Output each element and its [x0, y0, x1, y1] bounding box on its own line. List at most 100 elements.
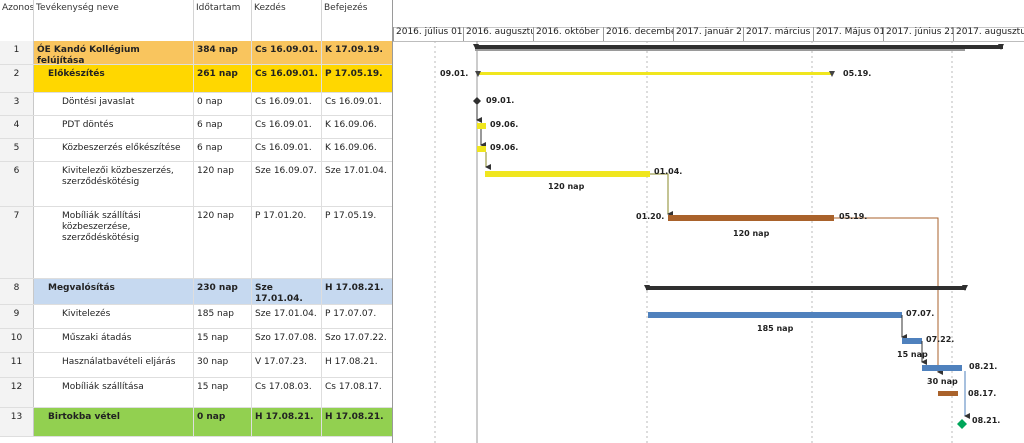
row-id: 2 [0, 65, 34, 92]
summary-bar-realization[interactable] [646, 286, 966, 290]
table-row[interactable]: 10 Műszaki átadás 15 nap Szo 17.07.08. S… [0, 329, 392, 353]
task-duration[interactable]: 261 nap [194, 65, 252, 92]
task-start[interactable]: P 17.01.20. [252, 207, 322, 278]
task-end[interactable]: P 17.05.19. [325, 211, 377, 221]
task-start[interactable]: Cs 16.09.01. [252, 139, 322, 161]
task-start[interactable]: Cs 16.09.01. [252, 116, 322, 138]
task-duration[interactable]: 6 nap [194, 116, 252, 138]
task-start[interactable]: Cs 17.08.03. [252, 378, 322, 407]
task-end[interactable]: Szo 17.07.22. [325, 333, 387, 343]
task-start[interactable]: Sze 17.01.04. [252, 279, 322, 304]
timescale-tick[interactable]: 2017. június 21 [883, 27, 953, 41]
task-end[interactable]: P 17.07.07. [325, 309, 377, 319]
bar-label-end: 05.19. [839, 212, 868, 221]
task-end[interactable]: Sze 17.01.04. [325, 166, 387, 176]
bar-label-end: 01.04. [654, 167, 683, 176]
timescale-tick[interactable]: 2016. október 1 [533, 27, 603, 41]
task-duration[interactable]: 30 nap [194, 353, 252, 377]
task-start[interactable]: Sze 17.01.04. [252, 305, 322, 328]
task-start[interactable]: Szo 17.07.08. [252, 329, 322, 352]
task-duration[interactable]: 0 nap [194, 93, 252, 115]
task-bar[interactable] [668, 215, 834, 221]
task-end[interactable]: K 17.09.19. [325, 45, 383, 55]
task-start[interactable]: Cs 16.09.01. [252, 65, 322, 92]
col-header-end[interactable]: Befejezés [324, 3, 368, 13]
summary-bar-project[interactable] [475, 45, 1003, 49]
timescale-tick[interactable]: 2017. január 2 [673, 27, 743, 41]
task-duration[interactable]: 15 nap [194, 378, 252, 407]
col-header-duration[interactable]: Időtartam [194, 0, 252, 41]
task-start[interactable]: H 17.08.21. [252, 408, 322, 436]
task-bar[interactable] [938, 391, 958, 396]
task-end[interactable]: K 16.09.06. [325, 143, 377, 153]
col-header-name[interactable]: Tevékenység neve [34, 0, 194, 41]
task-name[interactable]: Előkészítés [34, 65, 194, 92]
task-duration[interactable]: 230 nap [194, 279, 252, 304]
task-name[interactable]: Közbeszerzés előkészítése [34, 139, 194, 161]
table-row[interactable]: 9 Kivitelezés 185 nap Sze 17.01.04. P 17… [0, 305, 392, 329]
task-name[interactable]: Megvalósítás [34, 279, 194, 304]
timescale-tick[interactable]: 2017. március 1 [743, 27, 813, 41]
milestone-marker[interactable] [473, 97, 481, 105]
task-duration[interactable]: 384 nap [194, 41, 252, 64]
task-end[interactable]: H 17.08.21. [325, 412, 384, 422]
task-duration[interactable]: 15 nap [194, 329, 252, 352]
task-bar[interactable] [477, 123, 486, 129]
task-bar[interactable] [485, 171, 650, 177]
task-name[interactable]: Kivitelezői közbeszerzés, szerződéskötés… [34, 162, 194, 206]
timescale-tick[interactable]: 2016. augusztus [463, 27, 533, 41]
milestone-marker[interactable] [957, 419, 967, 429]
task-duration[interactable]: 120 nap [194, 207, 252, 278]
task-bar[interactable] [902, 338, 922, 344]
summary-bar-prep[interactable] [477, 72, 832, 75]
table-row[interactable]: 8 Megvalósítás 230 nap Sze 17.01.04. H 1… [0, 279, 392, 305]
task-bar[interactable] [477, 146, 486, 152]
task-start[interactable]: V 17.07.23. [252, 353, 322, 377]
task-end[interactable]: P 17.05.19. [325, 69, 383, 79]
task-name[interactable]: PDT döntés [34, 116, 194, 138]
summary-cap-left [475, 71, 481, 77]
table-row[interactable]: 7 Mobíliák szállítási közbeszerzése, sze… [0, 207, 392, 279]
task-end[interactable]: H 17.08.21. [325, 357, 378, 367]
task-name[interactable]: Mobíliák szállítási közbeszerzése, szerz… [34, 207, 194, 278]
task-duration[interactable]: 120 nap [194, 162, 252, 206]
table-row[interactable]: 11 Használatbavételi eljárás 30 nap V 17… [0, 353, 392, 378]
table-row[interactable]: 4 PDT döntés 6 nap Cs 16.09.01. K 16.09.… [0, 116, 392, 139]
task-end[interactable]: Cs 16.09.01. [325, 97, 382, 107]
task-name[interactable]: Műszaki átadás [34, 329, 194, 352]
timescale-tick[interactable]: 2017. augusztu [953, 27, 1024, 41]
task-duration[interactable]: 6 nap [194, 139, 252, 161]
task-bar[interactable] [648, 312, 902, 318]
table-row[interactable]: 2 Előkészítés 261 nap Cs 16.09.01. P 17.… [0, 65, 392, 93]
timescale-tick[interactable]: 2016. július 01. [393, 27, 463, 41]
summary-cap-right [962, 285, 968, 291]
table-row[interactable]: 1 ÓE Kandó Kollégium felújítása 384 nap … [0, 41, 392, 65]
task-start[interactable]: Sze 16.09.07. [252, 162, 322, 206]
timescale-tick[interactable]: 2016. decembe [603, 27, 673, 41]
task-end[interactable]: K 16.09.06. [325, 120, 377, 130]
row-id: 4 [0, 116, 34, 138]
task-name[interactable]: Használatbavételi eljárás [34, 353, 194, 377]
timescale-tick[interactable]: 2017. Május 01 [813, 27, 883, 41]
col-header-start[interactable]: Kezdés [252, 0, 322, 41]
task-name[interactable]: ÓE Kandó Kollégium felújítása [34, 41, 194, 64]
summary-cap-left [473, 44, 479, 50]
table-row[interactable]: 5 Közbeszerzés előkészítése 6 nap Cs 16.… [0, 139, 392, 162]
task-end[interactable]: Cs 17.08.17. [325, 382, 382, 392]
task-start[interactable]: Cs 16.09.01. [252, 41, 322, 64]
table-row[interactable]: 13 Birtokba vétel 0 nap H 17.08.21. H 17… [0, 408, 392, 437]
task-bar[interactable] [922, 365, 962, 371]
col-header-id[interactable]: Azonosító [0, 0, 34, 41]
task-end[interactable]: H 17.08.21. [325, 283, 384, 293]
gantt-chart: 2016. július 01. 2016. augusztus 2016. o… [393, 0, 1024, 443]
table-row[interactable]: 3 Döntési javaslat 0 nap Cs 16.09.01. Cs… [0, 93, 392, 116]
task-name[interactable]: Mobíliák szállítása [34, 378, 194, 407]
task-duration[interactable]: 185 nap [194, 305, 252, 328]
table-row[interactable]: 12 Mobíliák szállítása 15 nap Cs 17.08.0… [0, 378, 392, 408]
task-start[interactable]: Cs 16.09.01. [252, 93, 322, 115]
task-name[interactable]: Birtokba vétel [34, 408, 194, 436]
task-duration[interactable]: 0 nap [194, 408, 252, 436]
task-name[interactable]: Kivitelezés [34, 305, 194, 328]
table-row[interactable]: 6 Kivitelezői közbeszerzés, szerződésköt… [0, 162, 392, 207]
task-name[interactable]: Döntési javaslat [34, 93, 194, 115]
